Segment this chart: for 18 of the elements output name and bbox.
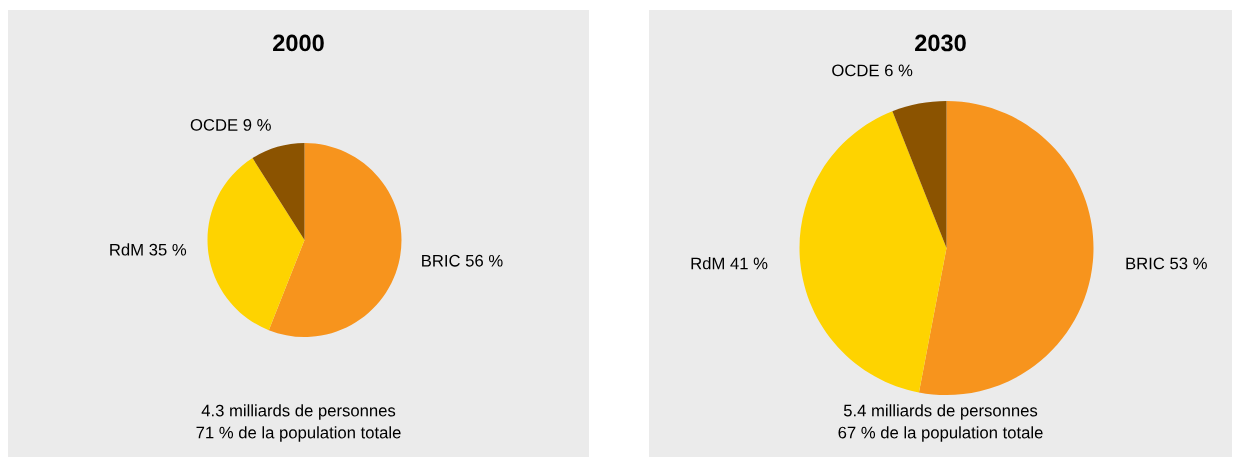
- slice-label: BRIC 56 %: [422, 254, 503, 267]
- pie-slice: [252, 143, 305, 240]
- pie-slice: [268, 143, 402, 337]
- pie-slice: [207, 158, 305, 331]
- pie-slice: [799, 111, 947, 393]
- text: 71 % de la population totale: [196, 426, 401, 442]
- text: 4.3 milliards de personnes: [201, 404, 396, 420]
- pie-slice: [892, 101, 947, 248]
- text: 5.4 milliards de personnes: [843, 404, 1038, 420]
- slice-label: OCDE 9 %: [190, 119, 271, 131]
- slice-label: RdM 35 %: [110, 243, 187, 256]
- slice-label: RdM 41 %: [691, 257, 768, 270]
- slice-label: OCDE 6 %: [832, 64, 913, 77]
- pie-slice: [918, 101, 1094, 395]
- text: 67 % de la population totale: [838, 426, 1043, 442]
- chart-title: 2030: [915, 34, 966, 52]
- slice-label: BRIC 53 %: [1126, 257, 1207, 270]
- chart-title: 2000: [273, 34, 324, 52]
